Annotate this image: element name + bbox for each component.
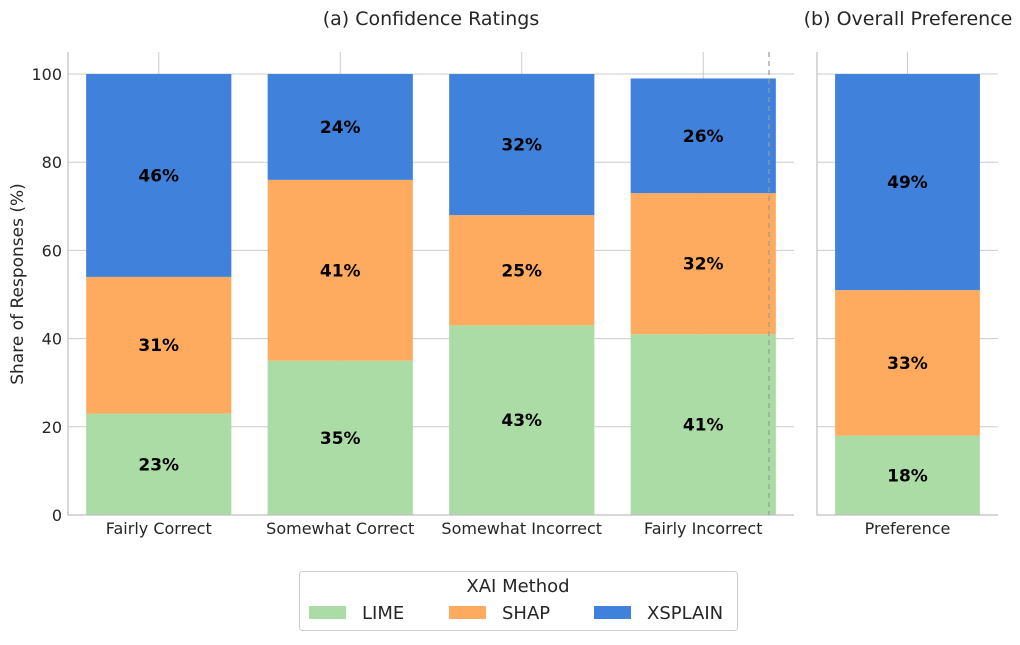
bar-lime <box>267 360 413 515</box>
x-tick-label: Fairly Correct <box>106 519 212 538</box>
y-axis-label: Share of Responses (%) <box>8 183 28 385</box>
bar-label: 32% <box>683 255 724 275</box>
bar-shap <box>86 276 232 414</box>
bar-xsplain <box>267 74 413 180</box>
bar-label: 46% <box>138 166 179 186</box>
legend-label: XSPLAIN <box>647 603 723 624</box>
bar-label: 35% <box>320 429 361 449</box>
panel-confidence-ratings: 23% 31% 46% Fairly Correct 35% 41% 24% Somewhat… <box>8 8 794 538</box>
bar-label: 33% <box>887 354 928 374</box>
legend-title: XAI Method <box>466 576 569 597</box>
legend-swatch-lime <box>309 606 346 619</box>
bar-label: 49% <box>887 173 928 193</box>
bar-shap <box>835 290 980 436</box>
bar-xsplain <box>630 78 776 194</box>
bar-label: 31% <box>138 336 179 356</box>
y-tick-label: 100 <box>31 65 62 84</box>
legend: XAI Method LIME SHAP XSPLAIN <box>299 571 738 631</box>
bar-shap <box>267 179 413 361</box>
y-tick-label: 20 <box>42 418 62 437</box>
bar-label: 18% <box>887 466 928 486</box>
legend-label: LIME <box>362 603 404 624</box>
y-tick-label: 80 <box>42 153 62 172</box>
chart-title: (a) Confidence Ratings <box>323 8 540 30</box>
bar-lime <box>86 413 232 515</box>
y-tick-label: 60 <box>42 241 62 260</box>
bar-label: 26% <box>683 127 724 147</box>
x-tick-label: Preference <box>865 519 951 538</box>
bar-lime <box>449 325 595 515</box>
bar-label: 32% <box>501 136 542 156</box>
legend-swatch-shap <box>449 606 486 619</box>
axis-spine <box>67 52 794 516</box>
x-tick-label: Somewhat Correct <box>266 519 414 538</box>
x-tick-label: Fairly Incorrect <box>644 519 762 538</box>
panel-overall-preference: 18% 33% 49% Preference (b) Overall Preferenc… <box>804 8 1013 538</box>
legend-swatch-xsplain <box>594 606 631 619</box>
bar-xsplain <box>449 74 595 216</box>
y-tick-label: 40 <box>42 330 62 349</box>
axis-spine <box>816 52 998 516</box>
bar-label: 41% <box>320 261 361 281</box>
bar-label: 24% <box>320 118 361 138</box>
bar-shap <box>630 193 776 335</box>
bar-label: 43% <box>501 411 542 431</box>
chart-title: (b) Overall Preference <box>804 8 1013 30</box>
bar-label: 23% <box>138 455 179 475</box>
bar-label: 25% <box>501 261 542 281</box>
bar-lime <box>835 435 980 515</box>
bar-shap <box>449 215 595 326</box>
bar-xsplain <box>86 74 232 277</box>
bar-xsplain <box>835 74 980 291</box>
y-tick-label: 0 <box>52 506 62 525</box>
legend-label: SHAP <box>502 603 550 624</box>
bar-lime <box>630 334 776 515</box>
bar-label: 41% <box>683 416 724 436</box>
x-tick-label: Somewhat Incorrect <box>441 519 602 538</box>
